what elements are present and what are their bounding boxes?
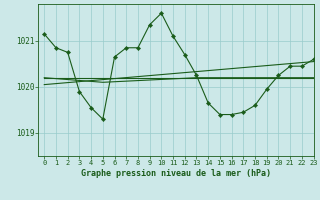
X-axis label: Graphe pression niveau de la mer (hPa): Graphe pression niveau de la mer (hPa)	[81, 169, 271, 178]
